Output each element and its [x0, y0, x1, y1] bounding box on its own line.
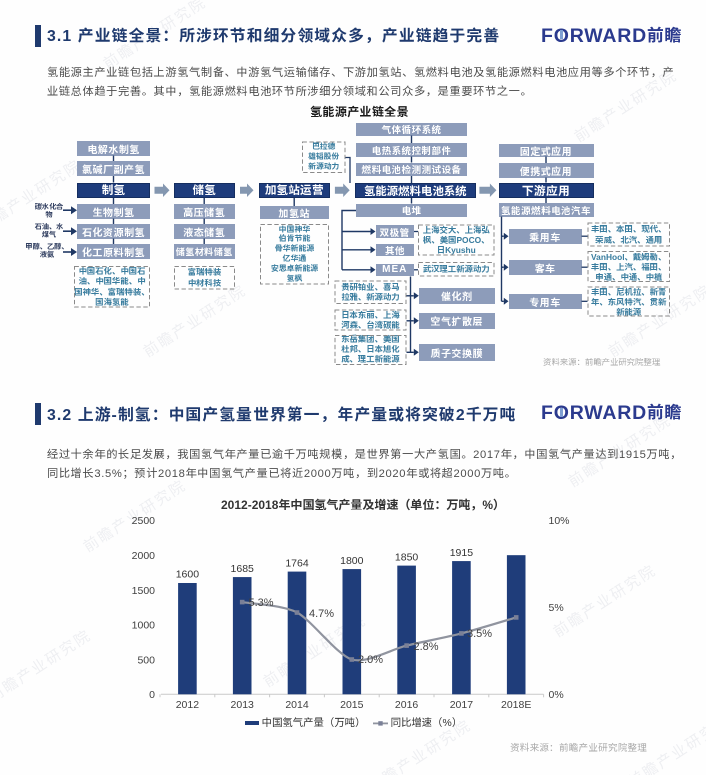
- svg-text:1000: 1000: [132, 620, 156, 632]
- svg-text:1800: 1800: [340, 555, 364, 567]
- svg-text:2012: 2012: [176, 699, 200, 711]
- svg-text:2014: 2014: [285, 699, 309, 711]
- svg-text:5%: 5%: [549, 602, 564, 614]
- svg-text:1685: 1685: [231, 563, 255, 575]
- svg-text:2.0%: 2.0%: [358, 654, 383, 666]
- svg-text:2018E: 2018E: [501, 699, 531, 711]
- svg-text:2.8%: 2.8%: [414, 641, 439, 653]
- svg-text:1500: 1500: [132, 585, 156, 597]
- svg-text:1850: 1850: [395, 551, 419, 563]
- svg-text:10%: 10%: [549, 515, 570, 527]
- svg-text:2016: 2016: [395, 699, 419, 711]
- svg-text:2013: 2013: [231, 699, 255, 711]
- svg-text:1915: 1915: [450, 547, 474, 559]
- svg-text:3.5%: 3.5%: [467, 628, 492, 640]
- svg-text:5.3%: 5.3%: [249, 597, 274, 609]
- svg-text:2017: 2017: [450, 699, 474, 711]
- svg-text:2015: 2015: [340, 699, 364, 711]
- svg-text:1600: 1600: [176, 569, 200, 581]
- svg-text:1764: 1764: [285, 557, 309, 569]
- svg-text:4.7%: 4.7%: [309, 608, 334, 620]
- svg-text:2000: 2000: [132, 550, 156, 562]
- svg-text:500: 500: [137, 654, 155, 666]
- svg-text:0: 0: [149, 689, 155, 701]
- svg-text:0%: 0%: [549, 689, 564, 701]
